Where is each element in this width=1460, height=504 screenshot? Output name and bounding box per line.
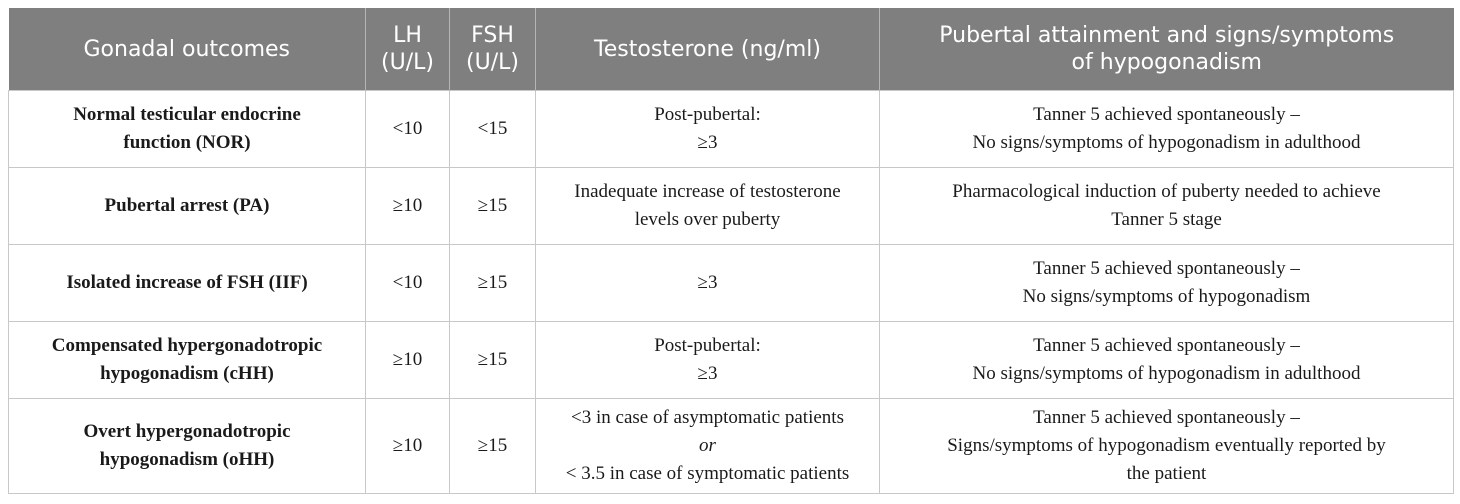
cell-pubertal-attainment: Pharmacological induction of puberty nee… bbox=[879, 167, 1454, 245]
cell-testosterone: Post-pubertal: ≥3 bbox=[535, 321, 880, 399]
table-row: Overt hypergonadotropic hypogonadism (oH… bbox=[8, 398, 1454, 494]
cell-pubertal-attainment: Tanner 5 achieved spontaneously – No sig… bbox=[879, 244, 1454, 322]
table-header: Gonadal outcomes LH (U/L) FSH (U/L) Test… bbox=[8, 8, 1454, 91]
header-pubertal-attainment: Pubertal attainment and signs/symptoms o… bbox=[879, 8, 1454, 91]
table-row: Isolated increase of FSH (IIF) <10 ≥15 ≥… bbox=[8, 244, 1454, 322]
cell-pubertal-attainment: Tanner 5 achieved spontaneously – Signs/… bbox=[879, 398, 1454, 494]
cell-testosterone: ≥3 bbox=[535, 244, 880, 322]
table-row: Normal testicular endocrine function (NO… bbox=[8, 90, 1454, 168]
cell-testosterone: <3 in case of asymptomatic patients or <… bbox=[535, 398, 880, 494]
cell-fsh: ≥15 bbox=[449, 244, 536, 322]
cell-gonadal-outcome: Compensated hypergonadotropic hypogonadi… bbox=[8, 321, 366, 399]
cell-gonadal-outcome: Isolated increase of FSH (IIF) bbox=[8, 244, 366, 322]
table-row: Compensated hypergonadotropic hypogonadi… bbox=[8, 321, 1454, 399]
header-testosterone: Testosterone (ng/ml) bbox=[535, 8, 880, 91]
cell-gonadal-outcome: Normal testicular endocrine function (NO… bbox=[8, 90, 366, 168]
header-gonadal-outcomes: Gonadal outcomes bbox=[8, 8, 366, 91]
table-body: Normal testicular endocrine function (NO… bbox=[8, 90, 1454, 494]
cell-lh: <10 bbox=[365, 90, 450, 168]
table-row: Pubertal arrest (PA) ≥10 ≥15 Inadequate … bbox=[8, 167, 1454, 245]
cell-pubertal-attainment: Tanner 5 achieved spontaneously – No sig… bbox=[879, 90, 1454, 168]
header-fsh: FSH (U/L) bbox=[449, 8, 536, 91]
cell-fsh: ≥15 bbox=[449, 321, 536, 399]
cell-lh: ≥10 bbox=[365, 398, 450, 494]
cell-fsh: <15 bbox=[449, 90, 536, 168]
cell-testosterone: Inadequate increase of testosterone leve… bbox=[535, 167, 880, 245]
cell-lh: <10 bbox=[365, 244, 450, 322]
cell-lh: ≥10 bbox=[365, 321, 450, 399]
header-row: Gonadal outcomes LH (U/L) FSH (U/L) Test… bbox=[8, 8, 1454, 91]
cell-gonadal-outcome: Overt hypergonadotropic hypogonadism (oH… bbox=[8, 398, 366, 494]
table-container: Gonadal outcomes LH (U/L) FSH (U/L) Test… bbox=[8, 8, 1454, 494]
gonadal-outcomes-table: Gonadal outcomes LH (U/L) FSH (U/L) Test… bbox=[8, 8, 1454, 494]
cell-fsh: ≥15 bbox=[449, 167, 536, 245]
header-lh: LH (U/L) bbox=[365, 8, 450, 91]
cell-lh: ≥10 bbox=[365, 167, 450, 245]
cell-testosterone: Post-pubertal: ≥3 bbox=[535, 90, 880, 168]
cell-pubertal-attainment: Tanner 5 achieved spontaneously – No sig… bbox=[879, 321, 1454, 399]
cell-fsh: ≥15 bbox=[449, 398, 536, 494]
cell-gonadal-outcome: Pubertal arrest (PA) bbox=[8, 167, 366, 245]
